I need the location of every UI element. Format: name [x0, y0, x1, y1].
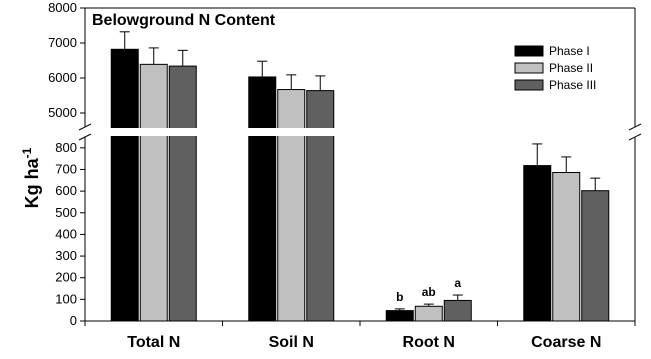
- legend-item: Phase III: [514, 78, 596, 92]
- error-bar: [561, 156, 572, 173]
- y-tick-label: 500: [55, 205, 77, 220]
- bar-soil-n-phase-ii: [277, 89, 306, 322]
- legend-item: Phase II: [514, 61, 593, 75]
- y-axis-label-main: Kg ha: [22, 157, 42, 208]
- y-tick-label: 300: [55, 248, 77, 263]
- error-bar: [148, 47, 159, 65]
- bar-soil-n-phase-i: [248, 76, 277, 322]
- y-tick-label: 100: [55, 291, 77, 306]
- legend-label: Phase II: [549, 61, 593, 75]
- y-tick-label: 0: [70, 313, 77, 328]
- y-tick-label: 400: [55, 226, 77, 241]
- error-bar: [590, 177, 601, 191]
- axis-break-marks: [78, 123, 642, 141]
- y-axis-label: Kg ha-1: [20, 147, 42, 208]
- error-bar: [532, 143, 543, 166]
- error-bar: [177, 49, 188, 67]
- y-tick-label: 800: [55, 140, 77, 155]
- bar-total-n-phase-i: [110, 48, 139, 322]
- error-bar: [394, 308, 405, 311]
- significance-letter: b: [396, 290, 403, 304]
- error-bars: [119, 31, 601, 311]
- legend-label: Phase III: [549, 78, 596, 92]
- y-tick-label: 6000: [48, 70, 77, 85]
- x-tick-label: Soil N: [269, 334, 314, 351]
- legend: Phase I Phase II Phase III: [514, 44, 596, 92]
- y-tick-label: 5000: [48, 105, 77, 120]
- chart-title: Belowground N Content: [92, 12, 276, 29]
- bar-total-n-phase-ii: [139, 63, 168, 322]
- y-tick-label: 7000: [48, 35, 77, 50]
- bar-total-n-phase-iii: [168, 65, 197, 322]
- x-tick-label: Total N: [127, 334, 180, 351]
- significance-letter: ab: [422, 285, 436, 299]
- x-tick-label: Coarse N: [531, 334, 601, 351]
- error-bar: [286, 74, 297, 90]
- legend-swatch: [514, 79, 544, 91]
- legend-swatch: [514, 45, 544, 57]
- bar-root-n-phase-iii: [443, 299, 472, 322]
- bar-soil-n-phase-iii: [306, 90, 335, 322]
- bar-root-n-phase-ii: [414, 305, 443, 322]
- bar-coarse-n-phase-iii: [581, 190, 610, 322]
- significance-letter: a: [454, 276, 461, 290]
- y-tick-label: 600: [55, 183, 77, 198]
- y-tick-label: 700: [55, 161, 77, 176]
- error-bar: [315, 75, 326, 91]
- y-tick-label: 200: [55, 270, 77, 285]
- y-ticks: 0 100 200 300 400 500 600 700 800 5000 6000 7000 800…: [48, 0, 85, 328]
- y-tick-label: 8000: [48, 0, 77, 15]
- bar-coarse-n-phase-i: [523, 165, 552, 322]
- legend-label: Phase I: [549, 44, 590, 58]
- y-axis-label-sup: -1: [20, 147, 34, 158]
- x-categories: Total N Soil N Root N Coarse N: [84, 321, 636, 351]
- bar-root-n-phase-i: [385, 310, 414, 322]
- error-bar: [257, 60, 268, 77]
- error-bar: [119, 31, 130, 50]
- legend-item: Phase I: [514, 44, 590, 58]
- error-bar: [423, 303, 434, 307]
- error-bar: [452, 294, 463, 301]
- x-tick-label: Root N: [403, 334, 455, 351]
- significance-letters: b ab a: [396, 276, 461, 304]
- legend-swatch: [514, 62, 544, 74]
- axis-break-gap: [73, 123, 647, 141]
- bar-coarse-n-phase-ii: [552, 172, 581, 322]
